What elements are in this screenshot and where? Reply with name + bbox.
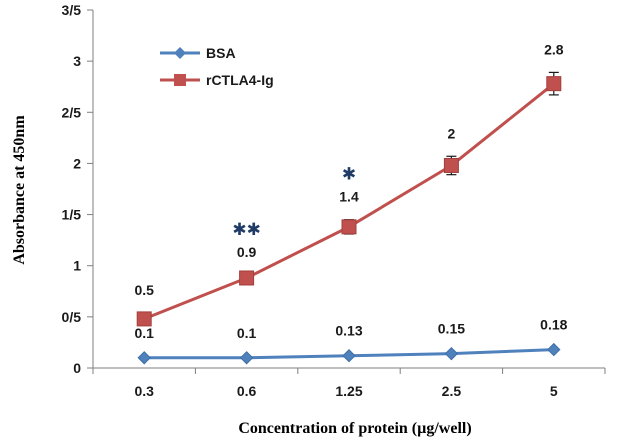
y-tick-label: 1: [73, 258, 81, 274]
y-tick-label: 0/5: [62, 309, 82, 325]
data-label: 2: [448, 125, 456, 141]
data-point-marker: [342, 349, 356, 363]
data-point-marker: [136, 311, 152, 327]
y-tick-label: 2/5: [62, 104, 82, 120]
data-label: 0.5: [134, 282, 154, 298]
data-point-marker: [239, 351, 254, 365]
significance-marker: ✱: [342, 165, 356, 185]
data-label: 0.18: [540, 317, 567, 333]
y-tick-label: 1/5: [62, 207, 82, 223]
data-point-marker: [444, 346, 459, 361]
data-point-marker: [547, 342, 561, 357]
significance-marker: ✱✱: [232, 220, 261, 240]
legend-marker: [174, 74, 186, 86]
data-point-marker: [341, 219, 357, 235]
y-tick-label: 3: [73, 53, 81, 69]
x-tick-label: 0.6: [237, 383, 257, 399]
data-label: 0.1: [237, 325, 257, 341]
x-tick-label: 1.25: [335, 383, 362, 399]
data-point-marker: [443, 157, 459, 173]
x-tick-label: 2.5: [442, 383, 462, 399]
y-tick-label: 0: [73, 360, 81, 376]
data-label: 2.8: [544, 41, 564, 57]
legend-marker: [174, 47, 186, 59]
y-tick-label: 3/5: [62, 2, 82, 18]
x-tick-label: 0.3: [134, 383, 154, 399]
data-point-marker: [239, 270, 255, 286]
data-label: 0.1: [134, 325, 154, 341]
data-label: 0.15: [438, 321, 465, 337]
y-axis-title: Absorbance at 450nm: [11, 115, 28, 265]
legend-label: BSA: [206, 45, 236, 61]
data-label: 1.4: [339, 189, 359, 205]
x-tick-label: 5: [550, 383, 558, 399]
x-axis-title: Concentration of protein (µg/well): [238, 420, 471, 437]
legend-label: rCTLA4-Ig: [206, 72, 274, 88]
data-point-marker: [546, 76, 562, 92]
data-point-marker: [137, 351, 151, 365]
data-label: 0.13: [335, 323, 362, 339]
y-tick-label: 2: [73, 155, 81, 171]
data-label: 0.9: [237, 244, 257, 260]
